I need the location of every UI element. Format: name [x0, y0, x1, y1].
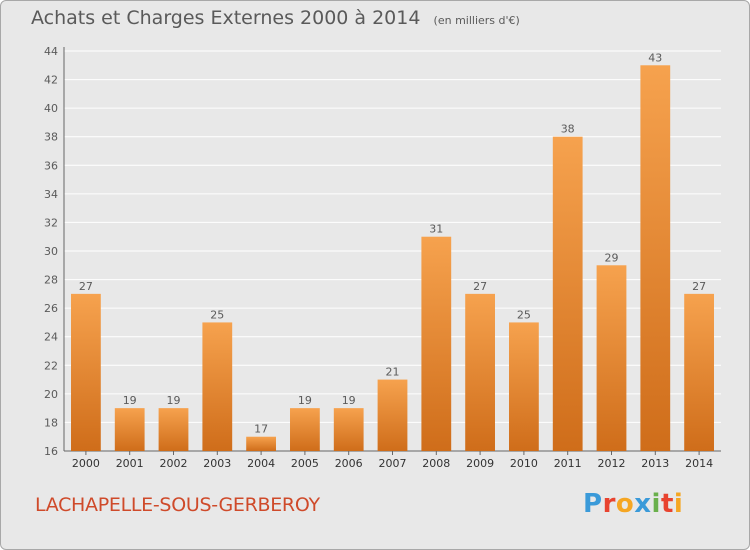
- logo-letter: P: [583, 489, 603, 519]
- y-tick-label: 24: [44, 331, 58, 344]
- data-label: 25: [210, 308, 224, 321]
- bar: [552, 136, 583, 451]
- y-tick-label: 18: [44, 416, 58, 429]
- data-label: 25: [517, 308, 531, 321]
- x-tick-label: 2004: [247, 457, 275, 470]
- x-tick-label: 2000: [72, 457, 100, 470]
- y-tick-label: 20: [44, 388, 58, 401]
- x-tick-label: 2011: [554, 457, 582, 470]
- bar: [421, 236, 452, 451]
- y-tick-label: 34: [44, 188, 58, 201]
- logo-letter: r: [602, 489, 616, 519]
- bar: [509, 322, 539, 451]
- x-tick-label: 2008: [422, 457, 450, 470]
- data-label: 43: [648, 51, 662, 64]
- x-tick-label: 2009: [466, 457, 494, 470]
- x-tick-label: 2006: [335, 457, 363, 470]
- data-label: 19: [123, 394, 137, 407]
- chart-subtitle: (en milliers d'€): [433, 14, 520, 27]
- data-label: 19: [167, 394, 181, 407]
- bar: [158, 408, 189, 451]
- y-tick-label: 36: [44, 159, 58, 172]
- data-label: 38: [561, 123, 575, 136]
- logo-letter: i: [673, 489, 684, 519]
- y-tick-label: 44: [44, 45, 58, 58]
- x-tick-label: 2013: [641, 457, 669, 470]
- proxiti-logo: Proxiti: [583, 489, 683, 519]
- data-label: 27: [473, 280, 487, 293]
- data-label: 19: [342, 394, 356, 407]
- bar: [246, 436, 276, 451]
- data-label: 27: [79, 280, 93, 293]
- x-tick-label: 2010: [510, 457, 538, 470]
- data-label: 21: [386, 366, 400, 379]
- bar: [290, 408, 320, 451]
- data-label: 31: [429, 223, 443, 236]
- commune-name: LACHAPELLE-SOUS-GERBEROY: [35, 494, 320, 516]
- y-tick-label: 22: [44, 359, 58, 372]
- data-label: 17: [254, 423, 268, 436]
- bar: [596, 265, 627, 451]
- bar: [377, 379, 408, 451]
- bar: [465, 293, 495, 451]
- logo-letter: o: [615, 489, 635, 519]
- y-tick-label: 32: [44, 216, 58, 229]
- logo-letter: x: [634, 489, 652, 519]
- y-tick-label: 38: [44, 131, 58, 144]
- y-tick-label: 42: [44, 74, 58, 87]
- x-tick-label: 2003: [203, 457, 231, 470]
- logo-letter: t: [660, 489, 674, 519]
- data-label: 29: [605, 251, 619, 264]
- bar: [71, 293, 101, 451]
- x-tick-label: 2005: [291, 457, 319, 470]
- chart-header: Achats et Charges Externes 2000 à 2014 (…: [31, 7, 520, 29]
- bar: [333, 408, 364, 451]
- bar: [640, 65, 671, 452]
- bar: [684, 293, 714, 451]
- x-tick-label: 2002: [160, 457, 188, 470]
- data-label: 19: [298, 394, 312, 407]
- y-tick-label: 16: [44, 445, 58, 458]
- y-tick-label: 28: [44, 274, 58, 287]
- chart-title: Achats et Charges Externes 2000 à 2014: [31, 7, 421, 29]
- bar: [202, 322, 233, 451]
- data-label: 27: [692, 280, 706, 293]
- logo-letter: i: [651, 489, 661, 519]
- x-tick-label: 2014: [685, 457, 713, 470]
- x-tick-label: 2001: [116, 457, 144, 470]
- bar: [114, 408, 145, 451]
- y-tick-label: 30: [44, 245, 58, 258]
- x-tick-label: 2012: [598, 457, 626, 470]
- y-tick-label: 40: [44, 102, 58, 115]
- x-tick-label: 2007: [379, 457, 407, 470]
- y-tick-label: 26: [44, 302, 58, 315]
